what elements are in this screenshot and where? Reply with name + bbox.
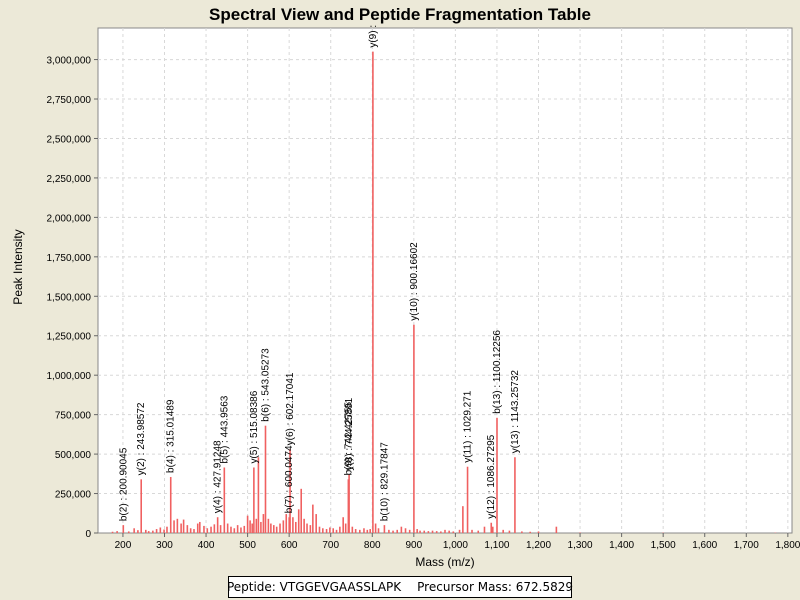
peak-annotations: b(2) : 200.90045 y(2) : 243.98572 b(4) : 3… [118,25,521,521]
y-tick-label: 2,250,000 [47,174,92,185]
y-tick-label: 2,500,000 [47,134,92,145]
peak-annotation: b(10) : 829.17847 [379,442,390,521]
chart-title: Spectral View and Peptide Fragmentation … [209,5,591,24]
peptide-info-box: Peptide: VTGGEVGAASSLAPK Precursor Mass:… [226,576,574,598]
plot-area [97,27,793,534]
y-tick-label: 2,750,000 [47,95,92,106]
x-tick-label: 700 [322,540,339,551]
peak-annotation: b(13) : 1100.12256 [492,330,503,414]
y-tick-label: 0 [85,529,91,540]
peak-annotation: y(9) : [368,25,379,48]
x-tick-label: 1,500 [651,540,676,551]
y-tick-label: 1,250,000 [47,332,92,343]
peak-annotation: y(2) : 243.98572 [136,402,147,475]
peak-series [111,51,777,533]
y-tick-label: 3,000,000 [47,56,92,67]
peak-annotation: b(6) : 543.05273 [260,348,271,422]
peak-annotation: y(4) : 427.91248 [213,440,224,513]
axes: 0 250,000 500,000 750,000 1,000,000 1,250,000… [47,56,800,551]
y-tick-label: 750,000 [55,411,92,422]
x-tick-label: 500 [239,540,256,551]
peak-annotation: y(11) : 1029.271 [463,390,474,463]
x-axis-label: Mass (m/z) [415,555,474,569]
x-tick-label: 600 [281,540,298,551]
peak-annotation: y(6) : 602.17041 [285,372,296,445]
x-tick-label: 1,300 [568,540,593,551]
x-tick-label: 400 [198,540,215,551]
peak-annotation: b(5) : 443.9563 [219,395,230,463]
x-tick-label: 1,400 [609,540,634,551]
precursor-mass-label: Precursor Mass: 672.5829 [417,580,574,594]
x-tick-label: 1,800 [775,540,800,551]
y-tick-label: 1,750,000 [47,253,92,264]
x-tick-label: 1,700 [734,540,759,551]
x-tick-label: 1,600 [692,540,717,551]
y-tick-label: 500,000 [55,450,92,461]
peak-annotation: b(7) : 600.0474 [284,445,295,513]
x-tick-label: 1,100 [484,540,509,551]
peak-annotation: b(9) : 742.42755 [343,402,354,476]
x-tick-label: 1,000 [443,540,468,551]
x-tick-label: 300 [156,540,173,551]
y-axis-label: Peak Intensity [11,229,25,304]
peptide-label: Peptide: VTGGEVGAASSLAPK [226,580,402,594]
y-tick-label: 250,000 [55,490,92,501]
y-tick-label: 1,500,000 [47,292,92,303]
x-tick-label: 200 [115,540,132,551]
peak-annotation: y(10) : 900.16602 [409,242,420,321]
peak-annotation: y(13) : 1143.25732 [510,370,521,454]
peak-annotation: y(5) : 515.08386 [249,390,260,463]
y-tick-label: 1,000,000 [47,371,92,382]
y-tick-label: 2,000,000 [47,213,92,224]
x-tick-label: 1,200 [526,540,551,551]
x-tick-label: 800 [364,540,381,551]
peak-annotation: y(8) : 744.25891 [344,397,355,470]
peak-annotation: b(4) : 315.01489 [166,399,177,473]
peak-annotation: y(12) : 1086.27295 [486,434,497,518]
peak-annotation: b(2) : 200.90045 [118,447,129,521]
x-tick-label: 900 [405,540,422,551]
